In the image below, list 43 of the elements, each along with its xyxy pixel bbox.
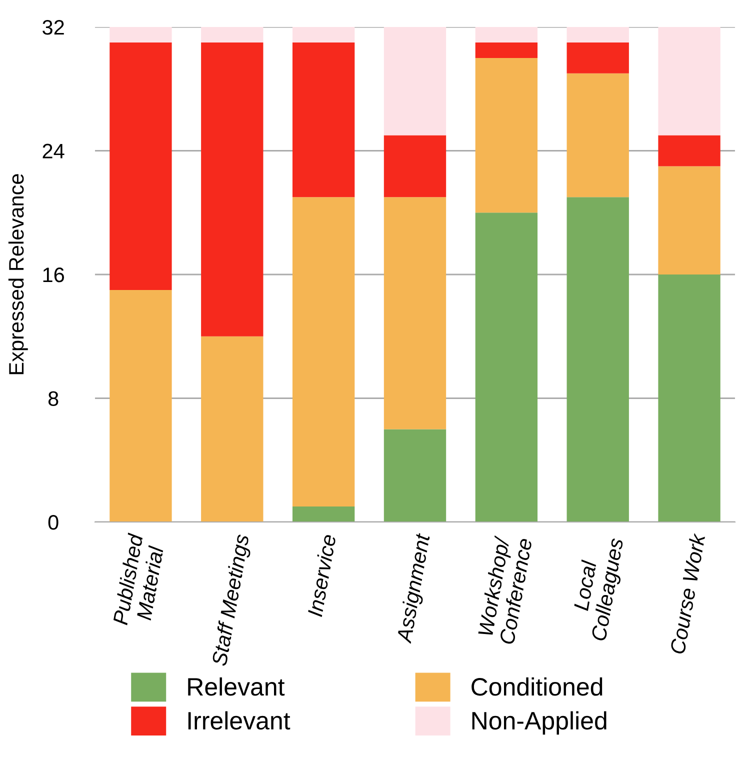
bar: [658, 135, 720, 166]
bar: [384, 135, 446, 198]
bar: [201, 42, 264, 336]
y-axis-title: Expressed Relevance: [8, 174, 28, 374]
bar: [566, 197, 629, 522]
bar: [292, 42, 355, 198]
y-tick-label: 16: [43, 268, 64, 282]
bar: [475, 212, 538, 522]
x-tick-label: Assignment: [396, 532, 434, 645]
bar: [110, 27, 172, 42]
bar: [475, 27, 538, 42]
bar: [566, 73, 629, 198]
legend-label: Relevant: [188, 677, 285, 696]
x-tick-label: Workshop/ Conference: [477, 535, 532, 645]
bar: [384, 429, 446, 522]
bar: [384, 27, 446, 136]
bar: [566, 27, 629, 42]
x-tick-label: Staff Meetings: [211, 534, 254, 668]
bar: [292, 197, 355, 507]
legend-label: Irrelevant: [188, 711, 290, 730]
x-tick-label: Published Material: [112, 532, 164, 626]
y-tick-label: 24: [42, 144, 64, 158]
bar: [201, 27, 264, 42]
bar: [475, 58, 538, 213]
bar: [110, 290, 172, 522]
y-tick-label: 0: [48, 515, 58, 530]
legend-label: Conditioned: [472, 677, 602, 696]
x-tick-label: Local Colleagues: [573, 537, 628, 642]
bar: [658, 274, 720, 522]
bar: [292, 27, 355, 42]
bar: [201, 336, 264, 522]
bar: [292, 506, 355, 522]
y-tick-label: 8: [48, 391, 58, 406]
y-tick-label: 32: [42, 20, 64, 35]
bar: [475, 42, 538, 58]
x-tick-label: Inservice: [306, 534, 336, 618]
bar: [566, 42, 629, 74]
bar: [658, 27, 720, 136]
bar: [384, 197, 446, 430]
x-tick-label: Course Work: [669, 532, 706, 654]
legend-label: Non-Applied: [472, 711, 606, 735]
bar: [110, 42, 172, 290]
bar: [658, 166, 720, 274]
